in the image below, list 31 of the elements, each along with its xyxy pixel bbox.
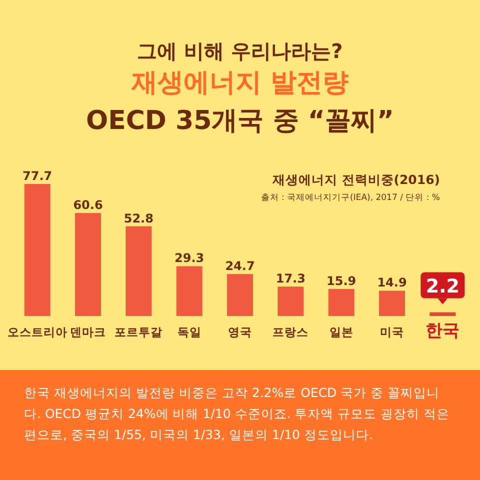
bar [75, 213, 101, 316]
chart-subtitle: 재생에너지 전력비중(2016) [271, 172, 440, 187]
x-tick-label: 한국 [426, 321, 460, 341]
bar [278, 286, 304, 316]
data-label: 14.9 [377, 276, 407, 290]
annotation: 출처 : 국제에너지기구(IEA), 2017 / 단위 : % [260, 193, 440, 203]
x-tick-label: 프랑스 [272, 325, 309, 339]
data-label: 2.2 [426, 275, 460, 298]
x-tick-label: 미국 [380, 325, 404, 339]
bar [227, 274, 253, 316]
bar [126, 226, 152, 316]
data-label: 77.7 [22, 169, 52, 183]
bar [176, 266, 202, 316]
bar [379, 290, 405, 316]
data-label: 24.7 [225, 259, 255, 274]
x-tick-label: 포르투갈 [114, 325, 163, 339]
bar [328, 288, 354, 316]
text: 한국 재생에너지의 발전량 비중은 고작 2.2%로 OECD 국가 중 꼴찌입니다. OECD 평균치 24%에 비해 1/10 수준이죠. 투자액 규모도 굉장히 적은 편으로, 중국의 1/55, 미국의 1/33, 일본의 1/10 정도입니다. [0, 370, 480, 480]
data-label: 60.6 [73, 198, 103, 212]
bar [24, 184, 50, 316]
data-label: 15.9 [326, 274, 356, 288]
data-label: 29.3 [174, 251, 204, 266]
bar [430, 312, 456, 316]
x-tick-label: 오스트리아 [7, 325, 68, 339]
data-label: 17.3 [276, 272, 306, 286]
chart-title: 그에 비해 우리나라는? 재생에너지 발전량 OECD 35개국 중 “꼴찌” [86, 39, 394, 136]
x-tick-label: 덴마크 [70, 325, 106, 339]
x-tick-label: 영국 [228, 325, 252, 339]
data-label: 52.8 [124, 211, 154, 226]
x-tick-label: 일본 [329, 325, 354, 339]
x-tick-label: 독일 [177, 325, 202, 339]
